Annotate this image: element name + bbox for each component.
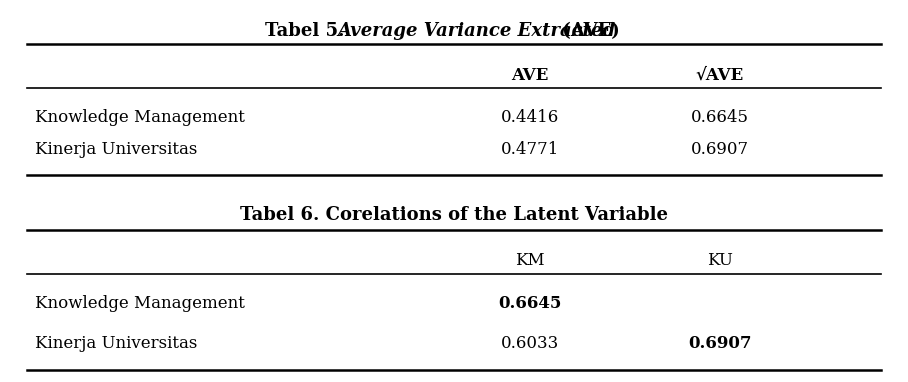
Text: 0.6907: 0.6907 [691, 141, 749, 159]
Text: 0.4416: 0.4416 [501, 110, 559, 126]
Text: Average Variance Extracted: Average Variance Extracted [337, 22, 615, 40]
Text: Knowledge Management: Knowledge Management [35, 296, 245, 312]
Text: 0.6907: 0.6907 [688, 335, 752, 353]
Text: 0.6645: 0.6645 [498, 296, 562, 312]
Text: Kinerja Universitas: Kinerja Universitas [35, 335, 197, 353]
Text: KU: KU [707, 252, 733, 269]
Text: Tabel 5.: Tabel 5. [265, 22, 350, 40]
Text: Knowledge Management: Knowledge Management [35, 110, 245, 126]
Text: AVE: AVE [511, 67, 548, 84]
Text: (AVE): (AVE) [556, 22, 620, 40]
Text: 0.6645: 0.6645 [691, 110, 749, 126]
Text: √AVE: √AVE [696, 67, 745, 84]
Text: 0.6033: 0.6033 [501, 335, 559, 353]
Text: 0.4771: 0.4771 [501, 141, 559, 159]
Text: Kinerja Universitas: Kinerja Universitas [35, 141, 197, 159]
Text: KM: KM [515, 252, 545, 269]
Text: Tabel 6. Corelations of the Latent Variable: Tabel 6. Corelations of the Latent Varia… [240, 206, 668, 224]
